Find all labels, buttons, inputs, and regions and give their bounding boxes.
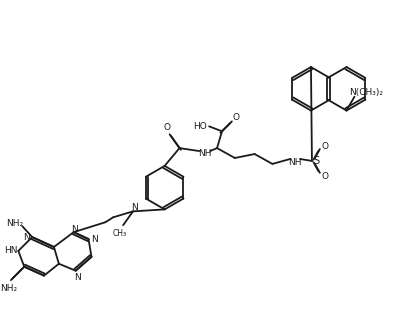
Text: N: N bbox=[71, 225, 78, 234]
Text: N: N bbox=[132, 203, 138, 212]
Text: O: O bbox=[321, 141, 328, 151]
Text: HN: HN bbox=[4, 246, 17, 255]
Text: NH: NH bbox=[288, 158, 302, 167]
Text: HO: HO bbox=[193, 122, 207, 131]
Text: N: N bbox=[74, 273, 81, 282]
Text: NH₂: NH₂ bbox=[0, 284, 17, 293]
Text: O: O bbox=[163, 123, 170, 132]
Text: NH₂: NH₂ bbox=[6, 219, 23, 228]
Text: CH₃: CH₃ bbox=[113, 228, 127, 238]
Text: S: S bbox=[314, 156, 320, 166]
Text: N: N bbox=[91, 234, 98, 244]
Text: N(CH₃)₂: N(CH₃)₂ bbox=[349, 88, 383, 97]
Text: N: N bbox=[23, 233, 30, 242]
Text: NH: NH bbox=[199, 149, 212, 157]
Text: O: O bbox=[232, 113, 239, 122]
Text: O: O bbox=[321, 172, 328, 181]
